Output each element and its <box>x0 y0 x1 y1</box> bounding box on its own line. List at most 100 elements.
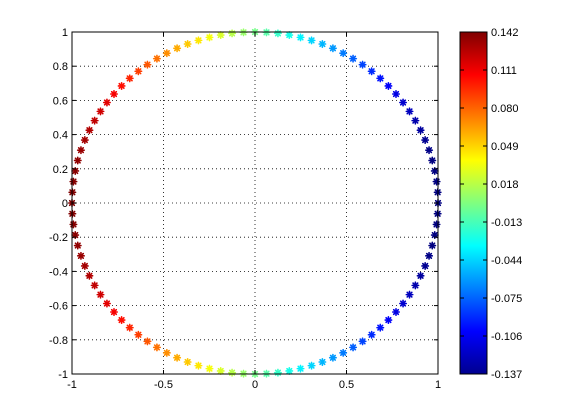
plot-area: -1 -0.5 0 0.5 1 -1 -0.8 -0.6 -0.4 -0.2 0 0.2 0.4 0.6 0… <box>49 27 443 391</box>
data-point <box>183 357 192 366</box>
data-point <box>85 271 94 280</box>
data-point <box>117 81 126 90</box>
data-point <box>152 54 161 63</box>
data-point <box>296 364 305 373</box>
colorbar-ticks: 0.142 0.111 0.080 0.049 0.018 -0.013 -0.044 -0.… <box>460 27 522 381</box>
colorbar-gradient <box>459 31 488 375</box>
y-tick-label: 0.6 <box>53 95 68 107</box>
data-point <box>428 241 437 250</box>
data-point <box>80 136 89 145</box>
data-point <box>76 146 85 155</box>
x-tick-label: 0 <box>252 379 258 391</box>
y-tick-label: 0 <box>62 198 68 210</box>
data-point <box>358 337 367 346</box>
data-point <box>339 348 348 357</box>
data-point <box>162 348 171 357</box>
data-point <box>143 337 152 346</box>
data-point <box>411 281 420 290</box>
colorbar: 0.142 0.111 0.080 0.049 0.018 -0.013 -0.044 -0.… <box>459 27 522 381</box>
colorbar-tick-label: 0.049 <box>491 141 519 153</box>
data-point <box>194 361 203 370</box>
data-point <box>318 357 327 366</box>
y-tick-label: 0.4 <box>53 130 68 142</box>
y-tick-label: 0.2 <box>53 164 68 176</box>
data-point <box>416 126 425 135</box>
data-point <box>376 323 385 332</box>
data-point <box>85 126 94 135</box>
data-point <box>69 220 78 229</box>
y-tick-label: 0.8 <box>53 61 68 73</box>
data-point <box>96 107 105 116</box>
data-point <box>162 49 171 58</box>
data-point <box>399 299 408 308</box>
data-point <box>134 67 143 76</box>
x-tick-label: -0.5 <box>154 379 173 391</box>
data-point <box>96 290 105 299</box>
colorbar-tick-label: 0.080 <box>491 103 519 115</box>
data-point <box>216 366 225 375</box>
data-point <box>328 44 337 53</box>
y-tick-label: 1 <box>62 27 68 39</box>
x-tick-label: -1 <box>67 379 77 391</box>
data-point <box>228 29 237 38</box>
data-point <box>117 316 126 325</box>
data-point <box>73 241 82 250</box>
data-point <box>425 146 434 155</box>
colorbar-tick-label: 0.018 <box>491 179 519 191</box>
data-point <box>125 323 134 332</box>
data-point <box>384 316 393 325</box>
colorbar-tick-label: -0.106 <box>491 331 522 343</box>
y-tick-label: -0.6 <box>49 301 68 313</box>
data-point <box>296 33 305 42</box>
data-point <box>349 54 358 63</box>
data-point <box>328 353 337 362</box>
data-point <box>405 107 414 116</box>
data-point <box>143 60 152 69</box>
data-point <box>421 136 430 145</box>
data-point <box>384 81 393 90</box>
data-point <box>69 177 78 186</box>
y-tick-label: -0.4 <box>49 266 68 278</box>
data-point <box>367 67 376 76</box>
y-tick-label: -0.8 <box>49 335 68 347</box>
colorbar-tick-label: -0.013 <box>491 217 522 229</box>
data-point <box>90 116 99 125</box>
data-point <box>421 261 430 270</box>
data-point <box>125 74 134 83</box>
data-point <box>273 368 282 377</box>
data-point <box>173 44 182 53</box>
data-point <box>349 343 358 352</box>
data-point <box>285 366 294 375</box>
x-tick-label: 1 <box>435 379 441 391</box>
data-point <box>273 29 282 38</box>
data-point <box>285 31 294 40</box>
data-point <box>432 220 441 229</box>
data-point <box>102 299 111 308</box>
data-point <box>416 271 425 280</box>
data-point <box>194 36 203 45</box>
axis-ticks: -1 -0.5 0 0.5 1 -1 -0.8 -0.6 -0.4 -0.2 0 0.2 0.4 0.6 0… <box>49 27 441 391</box>
colorbar-tick-label: -0.075 <box>491 293 522 305</box>
data-point <box>376 74 385 83</box>
data-point <box>109 90 118 99</box>
data-point <box>318 40 327 49</box>
data-point <box>183 40 192 49</box>
colorbar-tick-label: 0.111 <box>491 65 517 77</box>
data-point <box>392 90 401 99</box>
data-point <box>425 251 434 260</box>
data-point <box>405 290 414 299</box>
data-point <box>228 368 237 377</box>
data-point <box>109 307 118 316</box>
data-point <box>358 60 367 69</box>
data-point <box>339 49 348 58</box>
data-point <box>432 177 441 186</box>
colorbar-tick-label: -0.044 <box>491 255 522 267</box>
data-point <box>73 156 82 165</box>
axes-background <box>72 32 438 374</box>
grid <box>72 32 438 374</box>
data-point <box>399 98 408 107</box>
data-point <box>152 343 161 352</box>
x-tick-label: 0.5 <box>339 379 354 391</box>
data-point <box>307 361 316 370</box>
